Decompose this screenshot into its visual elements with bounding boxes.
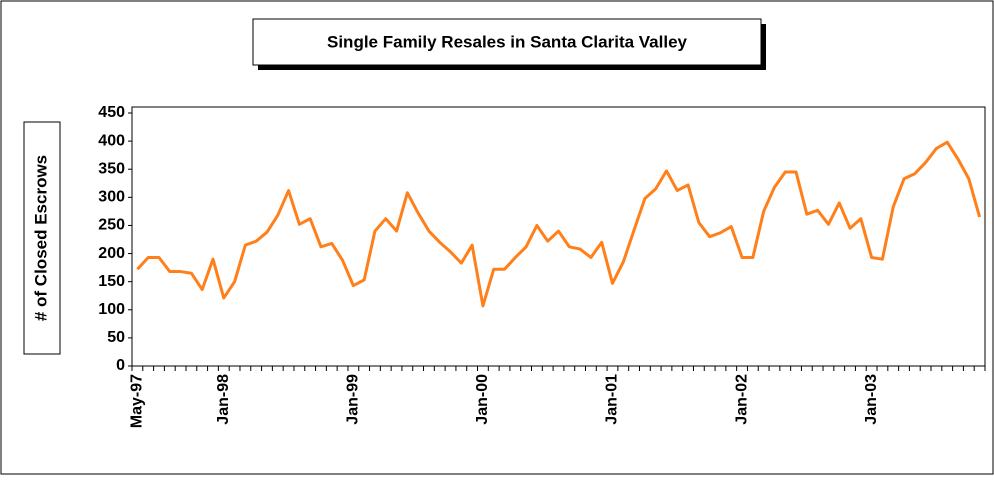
x-tick-label: Jan-01 [604,374,621,425]
y-tick-label: 350 [98,160,125,177]
y-label-box [23,121,61,355]
series-line [136,140,982,308]
plot-area [131,106,986,367]
y-axis-label: # of Closed Escrows [31,155,50,321]
chart-title: Single Family Resales in Santa Clarita V… [327,32,688,51]
y-tick-label: 150 [98,273,125,290]
title-box [252,18,762,66]
x-tick-label: Jan-00 [474,374,491,425]
y-tick-label: 450 [98,104,125,121]
x-tick-label: Jan-03 [863,374,880,425]
y-tick-label: 200 [98,245,125,262]
x-tick-label: May-97 [129,374,146,428]
y-tick-label: 300 [98,189,125,206]
y-tick-label: 50 [107,329,125,346]
x-tick-label: Jan-02 [733,374,750,425]
x-tick-label: Jan-98 [215,374,232,425]
y-tick-label: 400 [98,132,125,149]
y-tick-label: 100 [98,301,125,318]
x-tick-label: Jan-99 [345,374,362,425]
y-tick-label: 250 [98,217,125,234]
y-tick-label: 0 [116,357,125,374]
